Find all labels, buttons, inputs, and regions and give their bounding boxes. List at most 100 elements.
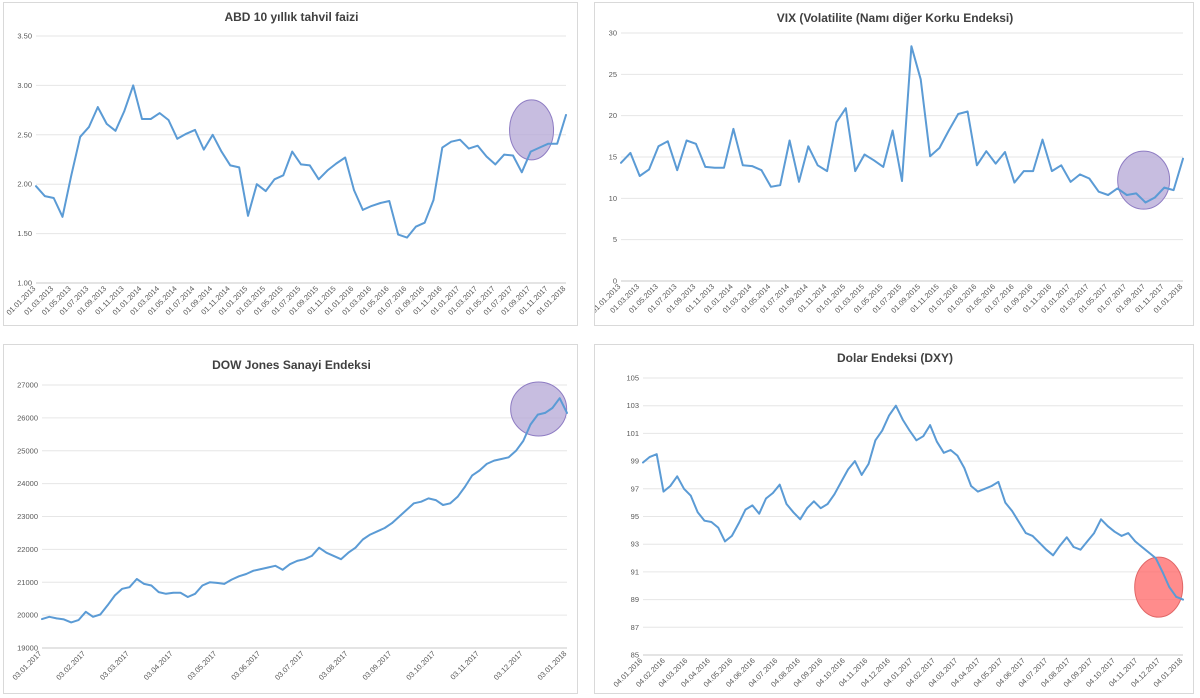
y-tick-label: 0 <box>613 277 617 286</box>
data-point <box>485 155 488 158</box>
data-point <box>847 468 849 471</box>
data-point <box>1154 196 1156 199</box>
data-point <box>1004 151 1006 153</box>
data-point <box>717 526 719 529</box>
data-point <box>309 164 311 167</box>
data-point <box>413 502 415 505</box>
data-point <box>826 503 829 505</box>
y-tick-label: 22000 <box>17 545 38 554</box>
data-point <box>70 621 72 624</box>
data-point <box>326 169 329 172</box>
data-point <box>194 129 196 131</box>
data-point <box>538 146 541 149</box>
data-point <box>867 463 870 465</box>
data-point <box>690 494 692 497</box>
y-tick-label: 105 <box>626 374 639 383</box>
data-point <box>123 110 126 112</box>
y-tick-label: 101 <box>626 429 639 438</box>
data-point <box>948 129 950 132</box>
y-tick-label: 21000 <box>17 578 38 587</box>
data-point <box>44 195 46 197</box>
data-point <box>1065 536 1068 539</box>
y-tick-label: 25000 <box>17 446 38 455</box>
data-point <box>1126 194 1128 196</box>
data-point <box>1004 501 1007 504</box>
data-point <box>529 423 532 426</box>
data-point <box>806 507 808 509</box>
data-point <box>216 582 218 584</box>
data-point <box>1141 546 1143 548</box>
data-point <box>703 519 706 522</box>
data-point <box>547 142 550 145</box>
data-point <box>1107 525 1109 527</box>
chart-dow-jones: DOW Jones Sanayi Endeksi 27000 26000 25000 2… <box>11 358 569 682</box>
data-point <box>710 521 713 523</box>
data-point <box>238 166 240 169</box>
data-point <box>1168 586 1171 588</box>
data-point <box>1031 535 1034 537</box>
data-point <box>949 449 952 451</box>
data-point <box>835 121 838 124</box>
data-point <box>1107 194 1109 196</box>
data-point <box>1144 201 1147 204</box>
data-point <box>826 170 828 172</box>
data-point <box>522 440 525 442</box>
chart-title: VIX (Volatilite (Namı diğer Korku Endeks… <box>777 11 1014 25</box>
data-point <box>881 429 884 432</box>
data-point <box>35 185 37 187</box>
chart-panel-us-10y: ABD 10 yıllık tahvil faizi 3.50 3.00 2.50 2.… <box>3 2 578 326</box>
y-tick-label: 89 <box>631 595 639 604</box>
data-point <box>245 573 247 575</box>
data-point <box>441 146 444 149</box>
x-tick-label: 03.01.2017 <box>11 649 44 682</box>
data-point <box>427 497 430 500</box>
data-point <box>638 175 641 177</box>
data-point <box>383 527 386 529</box>
data-point <box>388 200 391 202</box>
data-point <box>41 618 43 620</box>
data-point <box>529 150 532 153</box>
data-point <box>792 511 795 514</box>
data-point <box>398 515 401 518</box>
data-point <box>758 512 761 515</box>
y-tick-label: 85 <box>631 651 639 660</box>
y-tick-label: 2.00 <box>17 180 32 189</box>
x-tick-label: 03.05.2017 <box>186 649 219 682</box>
data-point <box>503 153 505 156</box>
data-point <box>291 150 293 153</box>
data-point <box>264 190 267 192</box>
data-point <box>238 575 240 578</box>
y-tick-label: 1.00 <box>17 279 32 288</box>
data-point <box>459 138 461 141</box>
data-point <box>970 485 972 487</box>
data-point <box>558 397 561 399</box>
x-tick-label: 03.01.2018 <box>536 649 569 682</box>
data-point <box>985 150 988 153</box>
x-tick-label: 03.09.2017 <box>361 649 394 682</box>
data-point <box>751 504 754 507</box>
x-tick-label: 03.08.2017 <box>317 649 350 682</box>
data-point <box>185 133 187 135</box>
data-point <box>1041 138 1044 141</box>
data-point <box>882 166 885 168</box>
data-point <box>1079 548 1082 551</box>
y-tick-label: 23000 <box>17 512 38 521</box>
data-point <box>77 619 80 621</box>
data-point <box>667 140 669 143</box>
data-point <box>247 215 249 217</box>
data-point <box>99 613 102 616</box>
data-point <box>891 129 894 132</box>
data-point <box>92 615 94 618</box>
data-point <box>325 551 328 554</box>
series-line <box>35 84 567 239</box>
series-line <box>642 404 1184 601</box>
x-tick-label: 03.11.2017 <box>448 649 481 682</box>
data-point <box>983 488 986 490</box>
data-point <box>910 45 913 48</box>
data-point <box>220 150 223 153</box>
data-point <box>1154 557 1157 559</box>
data-point <box>88 126 90 128</box>
data-point <box>471 474 474 477</box>
data-point <box>929 155 931 157</box>
data-point <box>376 530 379 533</box>
